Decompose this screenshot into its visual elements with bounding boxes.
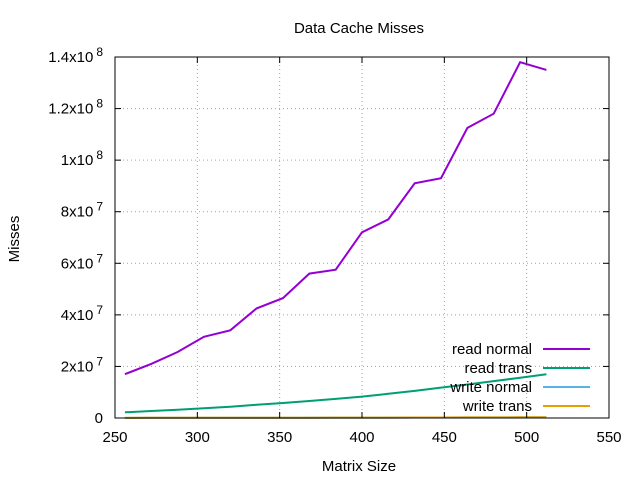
y-tick-label: 1.4x10 8: [48, 45, 103, 66]
x-tick-label: 450: [432, 429, 457, 446]
y-tick-label: 0: [95, 410, 103, 427]
x-axis-label: Matrix Size: [322, 458, 396, 475]
y-tick-label: 6x10 7: [61, 251, 104, 272]
x-tick-label: 500: [514, 429, 539, 446]
x-tick-label: 550: [596, 429, 621, 446]
y-tick-label: 1x10 8: [61, 148, 104, 169]
y-tick-label: 1.2x10 8: [48, 97, 103, 118]
legend-label: read trans: [464, 360, 532, 377]
y-tick-label: 2x10 7: [61, 354, 104, 375]
series-line-read-normal: [124, 61, 547, 376]
legend-label: write trans: [462, 398, 532, 415]
y-tick-label: 4x10 7: [61, 303, 104, 324]
y-axis-label: Misses: [6, 216, 23, 263]
y-tick-label: 8x10 7: [61, 200, 104, 221]
chart-title: Data Cache Misses: [294, 20, 424, 37]
x-tick-label: 300: [185, 429, 210, 446]
x-tick-label: 400: [349, 429, 374, 446]
x-tick-label: 250: [102, 429, 127, 446]
legend: read normal read trans write normal write t…: [449, 341, 590, 415]
series-line-read-trans: [124, 373, 547, 414]
legend-label: write normal: [449, 379, 532, 396]
legend-label: read normal: [452, 341, 532, 358]
grid: [115, 57, 609, 418]
x-tick-label: 350: [267, 429, 292, 446]
axis-ticks: 250 300 350 400 450 500 550 0 2x10 7 4x10 7 6x10 7 8x1…: [48, 45, 621, 446]
